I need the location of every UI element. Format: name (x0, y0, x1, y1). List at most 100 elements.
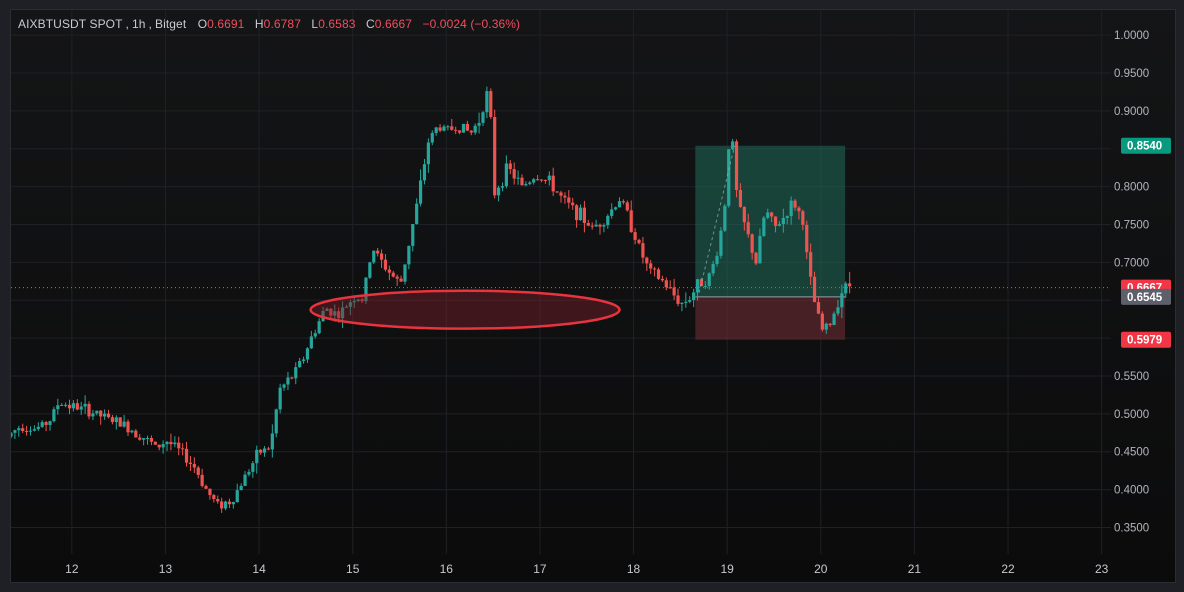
price-axis: 1.0000 0.9500 0.9000 0.8000 0.7500 0.7000 0.55… (1114, 30, 1149, 534)
price-tick-label: 0.4500 (1114, 447, 1149, 459)
candle-up (407, 245, 411, 265)
candle-up (777, 224, 782, 226)
candle-up (95, 410, 99, 414)
candle-down (177, 442, 181, 449)
candle-up (789, 200, 793, 217)
candle-up (251, 463, 255, 472)
candle-up (500, 186, 505, 188)
open-label: O (197, 17, 208, 31)
candle-up (766, 212, 770, 218)
candle-up (832, 313, 836, 326)
candle-down (543, 179, 547, 181)
price-tick-label: 0.7500 (1114, 220, 1149, 232)
candle-down (633, 232, 637, 240)
price-tag-bg (1121, 288, 1171, 305)
candle-down (629, 210, 633, 233)
time-tick-label: 15 (346, 562, 360, 576)
candle-down (539, 179, 544, 181)
interval-label[interactable]: 1h (131, 17, 146, 31)
price-tag-bg (1121, 137, 1171, 154)
candle-down (797, 207, 801, 212)
symbol-name[interactable]: AIXBTUSDT SPOT (18, 17, 123, 31)
candle-up (473, 125, 477, 133)
candle-up (481, 112, 485, 123)
candle-up (130, 430, 134, 433)
candle-up (282, 384, 286, 388)
candle-up (298, 361, 302, 368)
candle-up (723, 205, 727, 231)
candle-down (138, 437, 142, 440)
low-value: 0.6583 (318, 17, 356, 31)
candle-down (649, 263, 653, 269)
candle-up (422, 164, 427, 181)
candle-down (805, 224, 809, 253)
projection-line (698, 145, 736, 293)
candle-down (465, 123, 469, 131)
annotations (11, 145, 1111, 330)
candle-down (126, 421, 130, 433)
candle-up (13, 430, 17, 433)
candle-up (578, 207, 583, 221)
candle-down (450, 126, 454, 130)
candle-up (426, 142, 430, 165)
candle-down (828, 323, 832, 326)
candle-down (625, 202, 629, 211)
candle-down (770, 212, 774, 217)
candle-up (415, 203, 419, 225)
chart-canvas[interactable]: 1.0000 0.9500 0.9000 0.8000 0.7500 0.7000 0.55… (11, 10, 1175, 582)
profit-zone (695, 145, 846, 297)
candle-down (25, 430, 29, 432)
candle-up (719, 230, 723, 256)
candle-up (60, 405, 64, 407)
candles (11, 86, 852, 513)
time-axis: 12 13 14 15 16 17 18 19 20 21 22 23 (65, 562, 1108, 576)
price-tag-label: 0.6545 (1127, 292, 1163, 304)
price-tick-label: 0.4000 (1114, 485, 1149, 497)
candle-down (551, 175, 555, 192)
time-tick-label: 19 (720, 562, 734, 576)
candle-down (188, 462, 193, 465)
candle-up (64, 404, 68, 406)
time-tick-label: 17 (533, 562, 547, 576)
candle-up (83, 403, 87, 407)
candle-up (161, 444, 165, 448)
candle-down (259, 449, 263, 453)
candle-down (21, 428, 25, 431)
candle-down (360, 299, 364, 302)
candle-up (547, 175, 551, 181)
candle-down (87, 403, 91, 417)
candle-up (711, 263, 715, 274)
candle-up (703, 285, 707, 287)
exchange-label: Bitget (154, 17, 187, 31)
support-ellipse (309, 289, 621, 330)
candle-down (555, 191, 559, 193)
candle-down (820, 313, 824, 330)
candle-up (504, 163, 508, 187)
candle-up (524, 184, 528, 186)
candle-up (274, 409, 278, 434)
candle-down (266, 448, 271, 450)
chart-frame[interactable]: 1.0000 0.9500 0.9000 0.8000 0.7500 0.7000 0.55… (10, 9, 1176, 583)
price-tick-label: 0.9500 (1114, 68, 1149, 80)
candle-down (387, 269, 391, 273)
candle-up (528, 182, 532, 185)
change-value: −0.0024 (−0.36%) (422, 17, 521, 31)
candle-down (559, 192, 563, 196)
candle-up (680, 302, 684, 304)
price-tag-bg (1121, 331, 1171, 348)
candle-up (606, 215, 610, 226)
candle-up (122, 421, 126, 427)
candle-up (52, 409, 56, 422)
open-value: 0.6691 (207, 17, 245, 31)
candle-down (520, 177, 524, 186)
candle-down (734, 141, 739, 191)
candle-down (621, 201, 626, 203)
time-tick-label: 23 (1095, 562, 1109, 576)
candle-up (301, 359, 306, 362)
candle-down (567, 197, 571, 203)
candle-up (418, 180, 423, 204)
candle-down (493, 117, 497, 196)
candle-down (664, 280, 668, 288)
candle-down (383, 259, 388, 270)
